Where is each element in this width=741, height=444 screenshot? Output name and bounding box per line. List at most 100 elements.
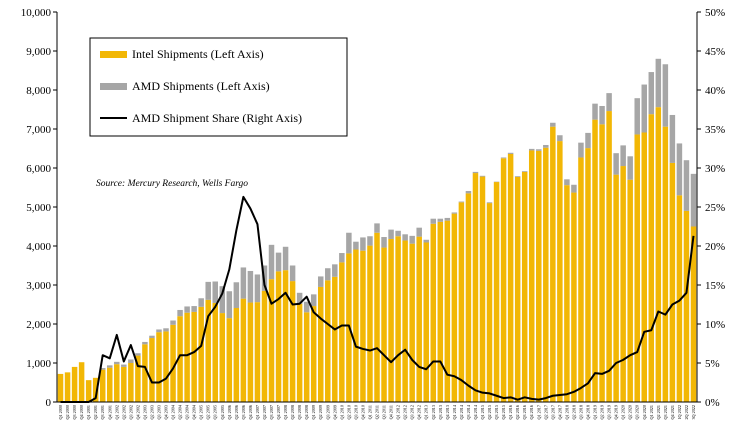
amd-bar <box>360 237 365 250</box>
intel-bar <box>227 318 232 402</box>
intel-bar <box>381 248 386 402</box>
right-tick-label: 10% <box>705 319 725 331</box>
amd-bar <box>459 202 464 203</box>
intel-bar <box>634 134 639 402</box>
intel-bar <box>395 236 400 402</box>
right-tick-label: 35% <box>705 124 725 136</box>
x-tick-label: Q3 2009 <box>325 405 330 420</box>
intel-bar <box>402 241 407 402</box>
x-tick-label: Q1 2001 <box>86 405 91 420</box>
x-tick-label: Q4 2011 <box>389 405 394 419</box>
amd-bar <box>170 320 175 324</box>
x-tick-label: Q1 2008 <box>283 405 288 420</box>
amd-bar <box>332 264 337 276</box>
x-tick-label: Q1 2017 <box>536 405 541 420</box>
intel-bar <box>487 203 492 402</box>
amd-bar <box>599 106 604 124</box>
x-tick-label: Q1 2012 <box>396 405 401 420</box>
intel-bar <box>234 308 239 402</box>
x-tick-label: Q2 2001 <box>93 405 98 420</box>
amd-bar <box>346 233 351 254</box>
amd-bar <box>367 236 372 245</box>
intel-bar <box>149 338 154 402</box>
x-tick-label: 2Q 2022 <box>684 405 689 420</box>
x-tick-label: Q2 2002 <box>121 405 126 420</box>
amd-bar <box>550 123 555 127</box>
intel-bar <box>128 363 133 402</box>
x-tick-label: Q4 2019 <box>614 405 619 420</box>
left-axis-ticks: 01,0002,0003,0004,0005,0006,0007,0008,00… <box>21 7 57 409</box>
intel-bar <box>318 287 323 402</box>
x-tick-label: Q2 2010 <box>346 405 351 420</box>
x-tick-label: Q2 2020 <box>628 405 633 420</box>
x-tick-label: Q4 2002 <box>135 405 140 420</box>
right-tick-label: 25% <box>705 202 725 214</box>
amd-bar <box>487 202 492 203</box>
amd-bar <box>409 236 414 244</box>
amd-bar <box>501 157 506 158</box>
amd-bar <box>191 306 196 312</box>
amd-bar <box>438 219 443 222</box>
amd-bar <box>508 153 513 154</box>
intel-bar <box>156 332 161 402</box>
left-tick-label: 4,000 <box>26 241 51 253</box>
intel-bar <box>452 214 457 402</box>
intel-bar <box>276 271 281 402</box>
x-tick-label: Q2 2011 <box>375 405 380 419</box>
x-tick-label: 1Q 2022 <box>677 405 682 420</box>
x-tick-label: Q3 2011 <box>382 405 387 419</box>
intel-bar <box>325 280 330 402</box>
intel-bar <box>304 312 309 402</box>
intel-bar <box>107 368 112 402</box>
amd-bar <box>135 353 140 355</box>
amd-bar <box>255 274 260 302</box>
intel-bar <box>627 180 632 402</box>
intel-bar <box>480 177 485 402</box>
x-tick-label: Q2 2000 <box>65 405 70 420</box>
amd-bar <box>557 135 562 141</box>
right-tick-label: 40% <box>705 85 725 97</box>
intel-bar <box>100 370 105 402</box>
x-tick-label: Q3 2006 <box>241 405 246 420</box>
left-tick-label: 6,000 <box>26 163 51 175</box>
x-tick-label: Q2 2008 <box>290 405 295 420</box>
amd-bar <box>684 160 689 211</box>
amd-bar <box>248 271 253 303</box>
intel-bar <box>198 307 203 402</box>
intel-bar <box>248 303 253 402</box>
x-tick-label: Q1 2021 <box>649 405 654 420</box>
amd-bar <box>276 253 281 272</box>
x-tick-label: Q1 2003 <box>142 405 147 420</box>
amd-bar <box>571 185 576 193</box>
x-tick-label: Q2 2012 <box>403 405 408 420</box>
intel-bar <box>431 224 436 402</box>
intel-bar <box>297 304 302 402</box>
left-tick-label: 10,000 <box>21 7 52 19</box>
intel-bar <box>339 262 344 402</box>
intel-bar <box>466 193 471 402</box>
amd-bar <box>416 228 421 237</box>
amd-bar <box>381 237 386 248</box>
x-tick-label: Q3 2018 <box>578 405 583 420</box>
intel-bar <box>529 150 534 402</box>
x-tick-label: Q1 2009 <box>311 405 316 420</box>
amd-bar <box>156 329 161 332</box>
x-tick-label: Q1 2016 <box>508 405 513 420</box>
intel-bar <box>416 237 421 402</box>
x-tick-label: Q4 2001 <box>107 405 112 420</box>
intel-bar <box>438 222 443 402</box>
x-tick-label: Q4 2000 <box>79 405 84 420</box>
left-tick-label: 9,000 <box>26 46 51 58</box>
amd-bar <box>318 276 323 287</box>
x-tick-label: Q2 2016 <box>515 405 520 420</box>
x-tick-label: Q4 2016 <box>529 405 534 420</box>
left-tick-label: 3,000 <box>26 280 51 292</box>
intel-bar <box>670 163 675 402</box>
x-tick-label: Q4 2012 <box>417 405 422 420</box>
x-tick-label: Q3 2010 <box>353 405 358 420</box>
intel-bar <box>367 246 372 402</box>
intel-bar <box>585 148 590 402</box>
intel-bar <box>409 244 414 402</box>
intel-bar <box>550 127 555 402</box>
